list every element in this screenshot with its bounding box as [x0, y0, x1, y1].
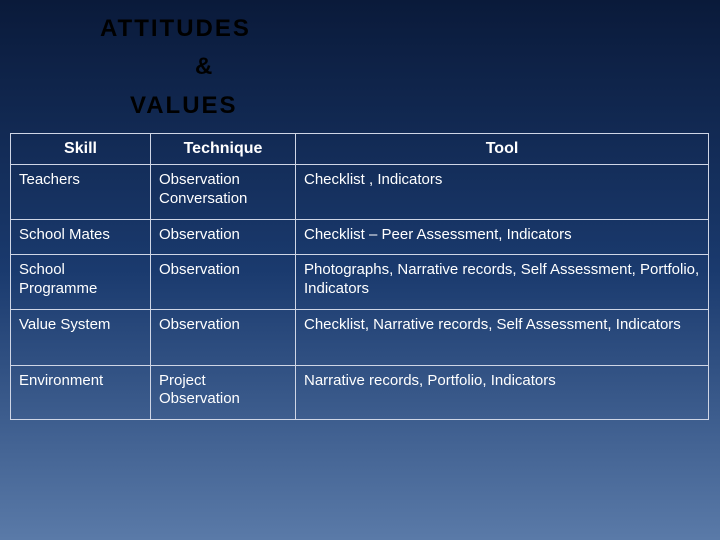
table-row: School Mates Observation Checklist – Pee… — [11, 219, 709, 255]
cell-skill: Teachers — [11, 165, 151, 220]
cell-technique: Observation — [151, 309, 296, 365]
cell-skill: School Mates — [11, 219, 151, 255]
cell-tool: Checklist, Narrative records, Self Asses… — [296, 309, 709, 365]
table-header-row: Skill Technique Tool — [11, 134, 709, 165]
cell-skill: School Programme — [11, 255, 151, 310]
table-row: Value System Observation Checklist, Narr… — [11, 309, 709, 365]
cell-skill: Environment — [11, 365, 151, 420]
col-header-skill: Skill — [11, 134, 151, 165]
technique-line: Observation — [159, 390, 287, 409]
title-ampersand: & — [100, 48, 720, 86]
cell-tool: Narrative records, Portfolio, Indicators — [296, 365, 709, 420]
cell-tool: Checklist , Indicators — [296, 165, 709, 220]
table-row: Teachers Observation Conversation Checkl… — [11, 165, 709, 220]
slide-title: ATTITUDES & VALUES — [0, 0, 720, 125]
title-line-1: ATTITUDES — [100, 10, 720, 48]
technique-line: Observation — [159, 171, 287, 190]
technique-line: Conversation — [159, 190, 287, 209]
technique-line: Observation — [159, 226, 287, 245]
technique-line: Observation — [159, 261, 287, 280]
cell-technique: Observation — [151, 255, 296, 310]
technique-line: Project — [159, 372, 287, 391]
col-header-tool: Tool — [296, 134, 709, 165]
table-row: School Programme Observation Photographs… — [11, 255, 709, 310]
title-line-2: VALUES — [100, 87, 720, 125]
table-row: Environment Project Observation Narrativ… — [11, 365, 709, 420]
cell-technique: Observation — [151, 219, 296, 255]
col-header-technique: Technique — [151, 134, 296, 165]
cell-tool: Checklist – Peer Assessment, Indicators — [296, 219, 709, 255]
cell-skill: Value System — [11, 309, 151, 365]
technique-line: Observation — [159, 316, 287, 335]
attitudes-values-table: Skill Technique Tool Teachers Observatio… — [10, 133, 709, 420]
cell-technique: Project Observation — [151, 365, 296, 420]
cell-technique: Observation Conversation — [151, 165, 296, 220]
cell-tool: Photographs, Narrative records, Self Ass… — [296, 255, 709, 310]
